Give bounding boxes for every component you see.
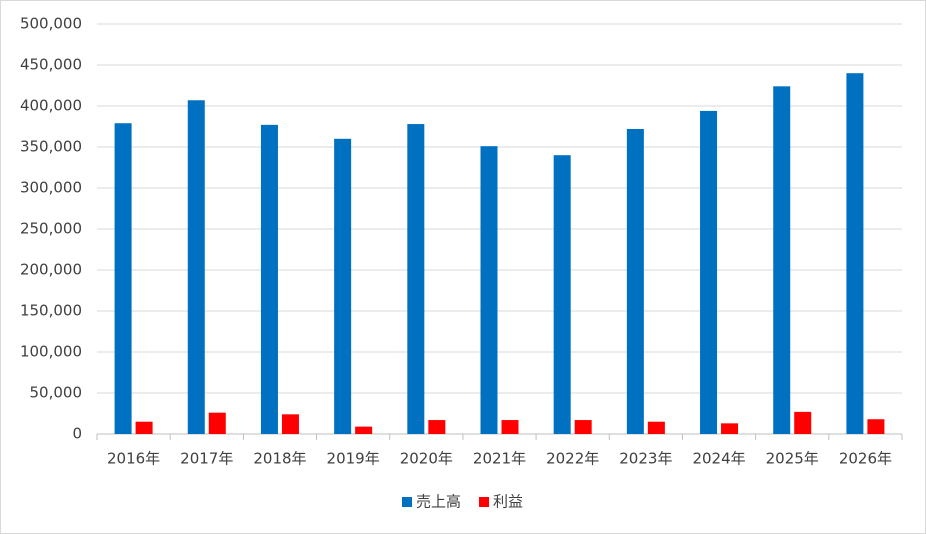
bar (334, 138, 352, 435)
x-tick-label: 2017年 (180, 450, 233, 468)
bar (480, 146, 498, 434)
y-tick-label: 0 (72, 425, 82, 443)
legend-swatch (479, 497, 490, 507)
bar (208, 412, 226, 434)
y-tick-label: 350,000 (20, 138, 82, 156)
y-tick-label: 500,000 (20, 15, 82, 33)
legend-label: 利益 (493, 493, 523, 511)
bar (553, 155, 571, 434)
bar (281, 414, 299, 434)
bar (867, 419, 885, 434)
x-tick-label: 2021年 (473, 450, 526, 468)
bar (428, 420, 446, 434)
x-tick-label: 2020年 (400, 450, 453, 468)
bar (721, 423, 739, 434)
y-tick-label: 400,000 (20, 97, 82, 115)
y-tick-label: 50,000 (30, 384, 83, 402)
x-tick-label: 2022年 (546, 450, 599, 468)
x-tick-label: 2019年 (327, 450, 380, 468)
bar (355, 426, 373, 434)
x-tick-label: 2024年 (692, 450, 745, 468)
x-tick-label: 2026年 (839, 450, 892, 468)
y-tick-label: 450,000 (20, 56, 82, 74)
bar (501, 420, 519, 434)
bar (574, 420, 592, 434)
y-tick-label: 100,000 (20, 343, 82, 361)
legend-swatch (402, 497, 412, 507)
bar (700, 110, 718, 435)
x-tick-label: 2016年 (107, 450, 160, 468)
x-tick-label: 2023年 (619, 450, 672, 468)
y-tick-label: 200,000 (20, 261, 82, 279)
bar (647, 421, 665, 434)
bar (773, 86, 791, 434)
bar (407, 124, 425, 434)
bar (114, 123, 132, 434)
y-tick-label: 150,000 (20, 302, 82, 320)
bar (846, 73, 864, 434)
bar (794, 411, 812, 434)
x-tick-label: 2025年 (766, 450, 819, 468)
bar (626, 128, 644, 434)
bar (135, 421, 153, 434)
legend-label: 売上高 (416, 493, 461, 511)
y-tick-label: 250,000 (20, 220, 82, 238)
x-tick-label: 2018年 (253, 450, 306, 468)
bar (260, 124, 278, 435)
y-tick-label: 300,000 (20, 179, 82, 197)
bar (187, 100, 205, 434)
